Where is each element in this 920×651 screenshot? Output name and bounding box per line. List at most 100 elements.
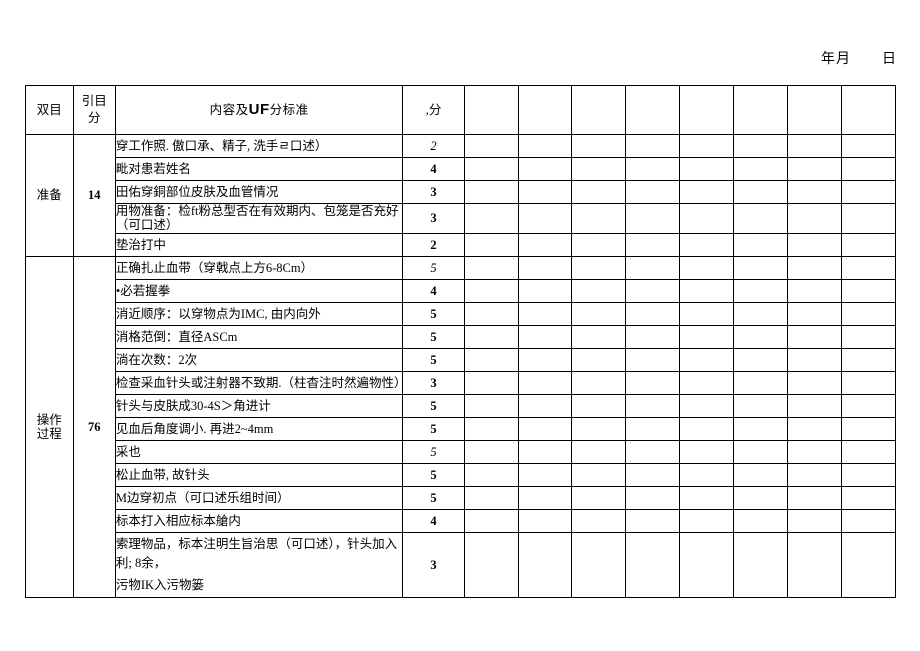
row-blank-8[interactable]: [841, 347, 896, 372]
row-blank-1[interactable]: [463, 278, 519, 303]
row-blank-8[interactable]: [841, 393, 896, 418]
row-blank-8[interactable]: [841, 278, 896, 303]
row-blank-2[interactable]: [517, 301, 573, 326]
row-blank-2[interactable]: [517, 203, 573, 234]
row-blank-4[interactable]: [625, 508, 681, 533]
row-blank-6[interactable]: [733, 301, 789, 326]
row-blank-5[interactable]: [679, 439, 735, 464]
row-blank-4[interactable]: [625, 157, 681, 181]
row-blank-6[interactable]: [733, 531, 789, 599]
row-blank-8[interactable]: [841, 485, 896, 510]
row-blank-2[interactable]: [517, 180, 573, 204]
row-blank-7[interactable]: [787, 393, 843, 418]
row-blank-5[interactable]: [679, 508, 735, 533]
row-blank-8[interactable]: [841, 439, 896, 464]
row-blank-4[interactable]: [625, 439, 681, 464]
row-blank-7[interactable]: [787, 232, 843, 257]
row-blank-3[interactable]: [571, 439, 627, 464]
row-blank-7[interactable]: [787, 324, 843, 349]
row-blank-1[interactable]: [463, 203, 519, 234]
row-blank-3[interactable]: [571, 134, 627, 158]
row-blank-3[interactable]: [571, 301, 627, 326]
row-blank-4[interactable]: [625, 232, 681, 257]
row-blank-8[interactable]: [841, 255, 896, 280]
row-blank-1[interactable]: [463, 531, 519, 599]
row-blank-2[interactable]: [517, 157, 573, 181]
row-blank-7[interactable]: [787, 278, 843, 303]
row-blank-3[interactable]: [571, 370, 627, 395]
row-blank-8[interactable]: [841, 416, 896, 441]
row-blank-6[interactable]: [733, 393, 789, 418]
row-blank-8[interactable]: [841, 203, 896, 234]
row-blank-6[interactable]: [733, 324, 789, 349]
row-blank-6[interactable]: [733, 278, 789, 303]
row-blank-1[interactable]: [463, 508, 519, 533]
row-blank-4[interactable]: [625, 485, 681, 510]
row-blank-1[interactable]: [463, 462, 519, 487]
row-blank-2[interactable]: [517, 393, 573, 418]
row-blank-3[interactable]: [571, 462, 627, 487]
row-blank-7[interactable]: [787, 439, 843, 464]
row-blank-2[interactable]: [517, 439, 573, 464]
row-blank-1[interactable]: [463, 416, 519, 441]
row-blank-4[interactable]: [625, 370, 681, 395]
row-blank-2[interactable]: [517, 485, 573, 510]
row-blank-1[interactable]: [463, 485, 519, 510]
row-blank-1[interactable]: [463, 134, 519, 158]
row-blank-4[interactable]: [625, 462, 681, 487]
row-blank-3[interactable]: [571, 347, 627, 372]
row-blank-5[interactable]: [679, 157, 735, 181]
row-blank-8[interactable]: [841, 508, 896, 533]
row-blank-5[interactable]: [679, 485, 735, 510]
row-blank-5[interactable]: [679, 255, 735, 280]
row-blank-4[interactable]: [625, 203, 681, 234]
row-blank-8[interactable]: [841, 531, 896, 599]
row-blank-5[interactable]: [679, 462, 735, 487]
row-blank-7[interactable]: [787, 134, 843, 158]
row-blank-4[interactable]: [625, 531, 681, 599]
row-blank-2[interactable]: [517, 416, 573, 441]
row-blank-6[interactable]: [733, 255, 789, 280]
row-blank-1[interactable]: [463, 255, 519, 280]
row-blank-8[interactable]: [841, 324, 896, 349]
row-blank-6[interactable]: [733, 416, 789, 441]
row-blank-3[interactable]: [571, 531, 627, 599]
row-blank-2[interactable]: [517, 134, 573, 158]
row-blank-1[interactable]: [463, 324, 519, 349]
row-blank-4[interactable]: [625, 416, 681, 441]
row-blank-3[interactable]: [571, 203, 627, 234]
row-blank-2[interactable]: [517, 232, 573, 257]
row-blank-2[interactable]: [517, 347, 573, 372]
row-blank-4[interactable]: [625, 255, 681, 280]
row-blank-1[interactable]: [463, 157, 519, 181]
row-blank-7[interactable]: [787, 370, 843, 395]
row-blank-7[interactable]: [787, 508, 843, 533]
row-blank-6[interactable]: [733, 180, 789, 204]
row-blank-6[interactable]: [733, 439, 789, 464]
row-blank-8[interactable]: [841, 134, 896, 158]
row-blank-1[interactable]: [463, 393, 519, 418]
row-blank-3[interactable]: [571, 255, 627, 280]
row-blank-1[interactable]: [463, 180, 519, 204]
row-blank-3[interactable]: [571, 278, 627, 303]
row-blank-7[interactable]: [787, 416, 843, 441]
row-blank-4[interactable]: [625, 180, 681, 204]
row-blank-4[interactable]: [625, 347, 681, 372]
row-blank-7[interactable]: [787, 203, 843, 234]
row-blank-3[interactable]: [571, 232, 627, 257]
row-blank-6[interactable]: [733, 508, 789, 533]
row-blank-5[interactable]: [679, 232, 735, 257]
row-blank-8[interactable]: [841, 370, 896, 395]
row-blank-5[interactable]: [679, 347, 735, 372]
row-blank-8[interactable]: [841, 232, 896, 257]
row-blank-1[interactable]: [463, 439, 519, 464]
row-blank-7[interactable]: [787, 157, 843, 181]
row-blank-6[interactable]: [733, 232, 789, 257]
row-blank-8[interactable]: [841, 301, 896, 326]
row-blank-2[interactable]: [517, 324, 573, 349]
row-blank-6[interactable]: [733, 203, 789, 234]
row-blank-7[interactable]: [787, 180, 843, 204]
row-blank-8[interactable]: [841, 462, 896, 487]
row-blank-8[interactable]: [841, 180, 896, 204]
row-blank-3[interactable]: [571, 485, 627, 510]
